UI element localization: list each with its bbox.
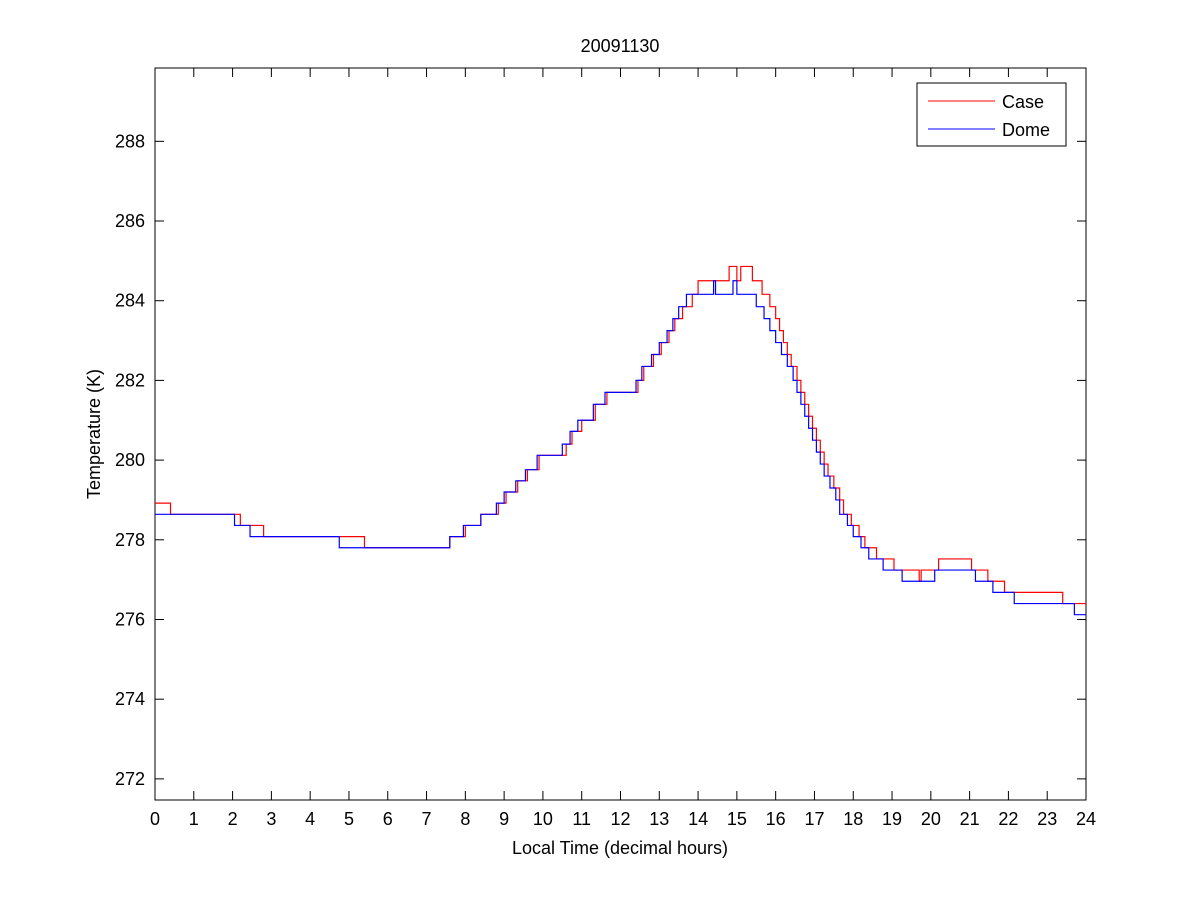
- legend-case-label: Case: [1002, 92, 1044, 112]
- y-tick-label: 274: [115, 689, 145, 709]
- x-tick-label: 6: [383, 809, 393, 829]
- x-tick-label: 19: [882, 809, 902, 829]
- x-axis: 0 1 2 3 4 5 6 7 8 9 10 11 12 13 14 15 16 17 18 19 20 21 22 23 24: [150, 68, 1096, 829]
- x-tick-label: 3: [266, 809, 276, 829]
- x-tick-label: 23: [1037, 809, 1057, 829]
- x-tick-label: 11: [572, 809, 591, 829]
- legend-dome-label: Dome: [1002, 120, 1050, 140]
- y-tick-label: 282: [115, 370, 145, 390]
- x-tick-label: 22: [998, 809, 1018, 829]
- x-tick-label: 14: [688, 809, 708, 829]
- y-axis: 272 274 276 278 280 282 284 286 288: [115, 131, 1086, 789]
- x-tick-label: 21: [960, 809, 980, 829]
- x-tick-label: 15: [727, 809, 747, 829]
- y-tick-label: 276: [115, 609, 145, 629]
- x-tick-label: 8: [460, 809, 470, 829]
- y-tick-label: 278: [115, 530, 145, 550]
- y-tick-label: 288: [115, 131, 145, 151]
- y-axis-label: Temperature (K): [84, 369, 104, 499]
- x-tick-label: 7: [422, 809, 432, 829]
- x-tick-label: 13: [649, 809, 669, 829]
- x-tick-label: 4: [305, 809, 315, 829]
- x-tick-label: 16: [766, 809, 786, 829]
- x-tick-label: 17: [804, 809, 824, 829]
- x-axis-label: Local Time (decimal hours): [512, 838, 728, 858]
- x-tick-label: 9: [499, 809, 509, 829]
- x-tick-label: 0: [150, 809, 160, 829]
- x-tick-label: 1: [189, 809, 199, 829]
- x-tick-label: 5: [344, 809, 354, 829]
- y-tick-label: 286: [115, 211, 145, 231]
- x-tick-label: 12: [610, 809, 630, 829]
- series-line-dome: [155, 280, 1086, 616]
- y-tick-label: 272: [115, 769, 145, 789]
- plot-area: [154, 67, 1087, 801]
- chart-title: 20091130: [581, 36, 660, 56]
- legend: Case Dome: [916, 82, 1067, 147]
- series-layer: [155, 265, 1086, 616]
- x-tick-label: 2: [228, 809, 238, 829]
- x-tick-label: 18: [843, 809, 863, 829]
- y-tick-label: 284: [115, 291, 145, 311]
- x-tick-label: 10: [533, 809, 553, 829]
- legend-box: [916, 82, 1067, 147]
- x-tick-label: 24: [1076, 809, 1096, 829]
- x-tick-label: 20: [921, 809, 941, 829]
- y-tick-label: 280: [115, 450, 145, 470]
